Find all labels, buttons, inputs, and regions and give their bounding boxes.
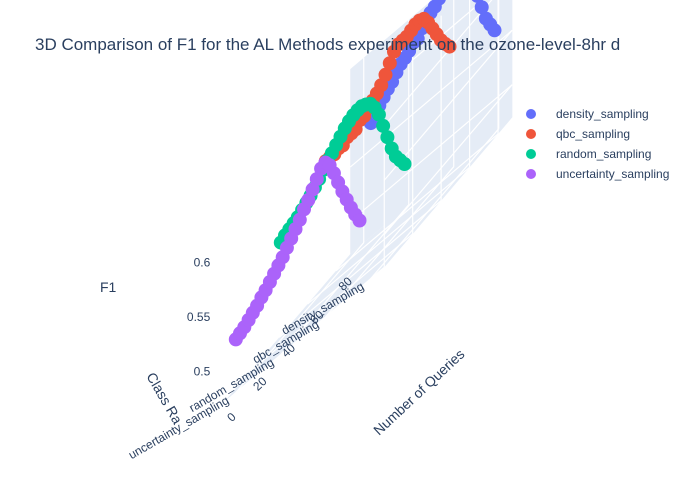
data-point[interactable] [378, 67, 393, 82]
data-point[interactable] [442, 39, 457, 54]
z-tick-label: 0.5 [194, 364, 211, 378]
y-gridline-floor [280, 204, 410, 356]
data-point[interactable] [432, 0, 446, 6]
x-gridline-floor [250, 233, 414, 372]
x-axis-label: Number of Queries [370, 346, 467, 438]
legend-item-uncertainty_sampling[interactable]: uncertainty_sampling [520, 164, 669, 184]
legend-label: density_sampling [556, 107, 649, 121]
y-gridline-floor [235, 242, 365, 394]
data-point[interactable] [376, 118, 391, 133]
x-gridline-floor [278, 200, 442, 338]
scene-grid [221, 0, 513, 405]
legend-marker-icon [526, 109, 536, 119]
data-point[interactable] [397, 157, 412, 171]
legend-marker-icon [526, 169, 536, 179]
data-points[interactable] [228, 0, 502, 347]
y-gridline-floor [325, 166, 455, 318]
z-gridline-back [383, 84, 513, 236]
legend-label: uncertainty_sampling [556, 167, 670, 181]
x-gridline-floor [307, 166, 470, 305]
chart-title: 3D Comparison of F1 for the AL Methods e… [35, 35, 620, 54]
legend-label: random_sampling [556, 147, 652, 161]
data-point[interactable] [474, 0, 489, 15]
legend: density_sampling qbc_sampling random_sampl… [520, 104, 669, 184]
data-point[interactable] [371, 107, 386, 122]
z-gridline-side [349, 84, 513, 222]
z-gridline-side [349, 29, 513, 168]
x-tick-label: 0 [224, 410, 239, 425]
z-gridline-back [383, 29, 513, 181]
z-tick-label: 0.6 [194, 256, 211, 270]
data-point[interactable] [380, 130, 395, 145]
series-uncertainty_sampling[interactable] [228, 155, 367, 347]
data-point[interactable] [382, 56, 397, 71]
legend-marker-icon [526, 149, 536, 159]
legend-label: qbc_sampling [556, 127, 631, 141]
legend-item-qbc_sampling[interactable]: qbc_sampling [520, 124, 669, 144]
data-point[interactable] [352, 213, 367, 228]
legend-item-random_sampling[interactable]: random_sampling [520, 144, 669, 164]
data-point[interactable] [487, 23, 502, 38]
z-tick-label: 0.55 [187, 310, 211, 324]
y-tick-label: uncertainty_sampling [126, 393, 231, 462]
legend-marker-icon [526, 129, 536, 139]
y-gridline-floor [370, 128, 500, 280]
legend-item-density_sampling[interactable]: density_sampling [520, 104, 669, 124]
data-point[interactable] [309, 172, 324, 187]
scene-background [222, 0, 513, 405]
y-axis-label: Class Ra [143, 370, 185, 427]
x-gridline-floor [221, 266, 385, 405]
data-point[interactable] [301, 193, 316, 207]
x-gridline-floor [335, 133, 499, 272]
floor-plane [222, 117, 513, 405]
data-point[interactable] [292, 212, 307, 227]
z-axis-label: F1 [100, 279, 117, 295]
